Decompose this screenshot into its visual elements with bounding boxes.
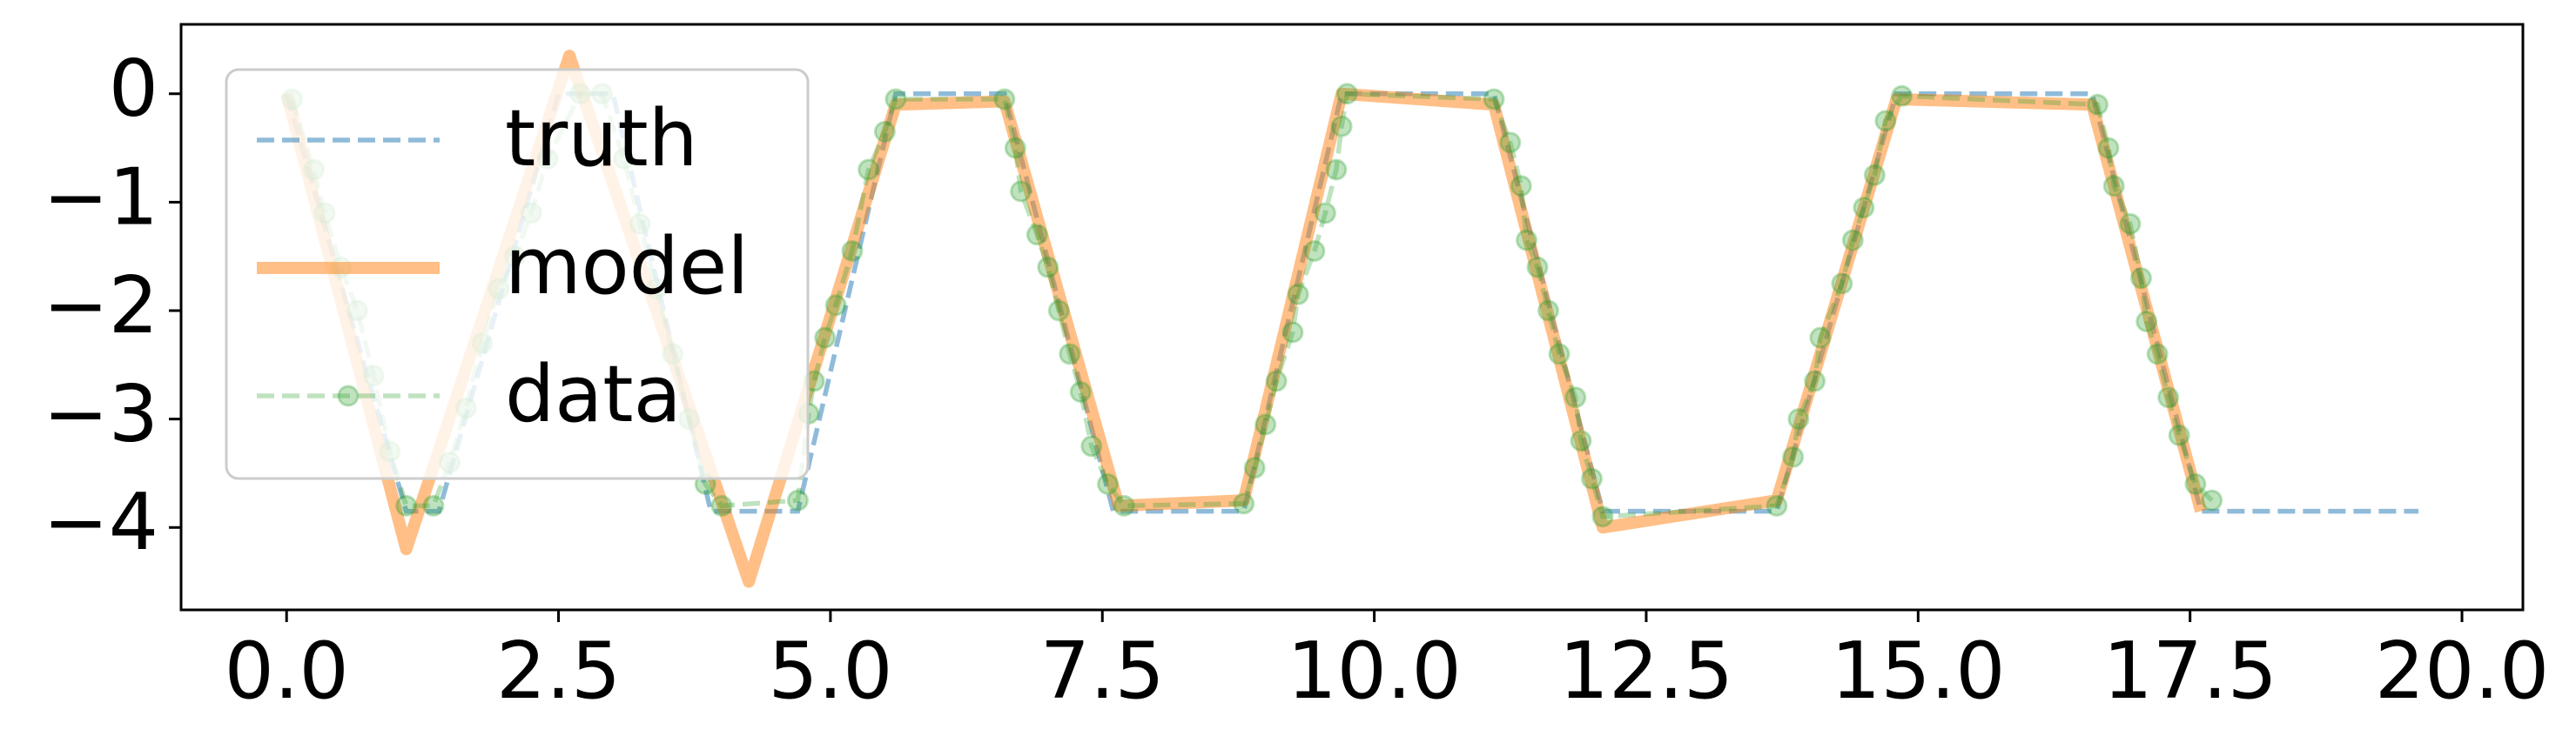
data-point <box>1325 158 1348 181</box>
data-point <box>1010 180 1032 203</box>
data-point <box>2157 386 2180 409</box>
data-point <box>1303 239 1326 262</box>
data-point <box>2135 310 2158 332</box>
x-tick-label: 0.0 <box>225 626 349 717</box>
legend-marker <box>337 385 360 407</box>
data-point <box>1026 224 1048 246</box>
data-point <box>824 294 847 317</box>
data-point <box>1831 272 1853 295</box>
data-point <box>1787 408 1810 431</box>
data-point <box>814 326 837 349</box>
data-point <box>395 494 418 517</box>
data-point <box>2146 343 2169 365</box>
data-point <box>710 494 733 517</box>
data-point <box>2168 424 2190 446</box>
x-tick-label: 17.5 <box>2102 626 2277 717</box>
data-point <box>1510 175 1532 197</box>
data-point <box>1766 494 1788 517</box>
data-point <box>1047 299 1070 322</box>
data-point <box>841 239 864 262</box>
data-point <box>1891 84 1914 107</box>
data-point <box>1037 256 1059 278</box>
data-point <box>884 88 907 110</box>
data-point <box>1080 435 1103 458</box>
data-point <box>873 120 896 143</box>
data-point <box>1265 370 1288 392</box>
data-point <box>1591 505 1614 528</box>
data-point <box>1570 430 1592 452</box>
data-point <box>786 489 809 512</box>
data-point <box>1281 321 1304 344</box>
data-point <box>1335 83 1358 105</box>
y-tick-label: −3 <box>43 369 158 460</box>
data-point <box>1526 256 1549 278</box>
data-point <box>1863 164 1886 186</box>
legend-label: data <box>505 349 682 440</box>
data-point <box>1853 197 1875 219</box>
data-point <box>1233 492 1255 515</box>
data-point <box>993 88 1016 110</box>
data-point <box>1069 380 1092 403</box>
data-point <box>2119 212 2142 235</box>
data-point <box>2184 472 2207 495</box>
data-point <box>1330 115 1353 137</box>
x-tick-label: 15.0 <box>1831 626 2005 717</box>
x-tick-label: 2.5 <box>496 626 621 717</box>
y-tick-label: −1 <box>43 151 158 243</box>
data-point <box>2201 489 2223 512</box>
plot-frame <box>179 23 2525 612</box>
data-point <box>1804 370 1826 392</box>
x-tick-label: 10.0 <box>1287 626 1461 717</box>
data-point <box>1004 137 1026 159</box>
data-point <box>1841 229 1864 251</box>
data-point <box>1516 229 1538 251</box>
data-point <box>1809 326 1832 349</box>
data-point <box>1537 299 1560 322</box>
y-tick-label: −2 <box>43 260 158 351</box>
legend-label: truth <box>505 93 698 184</box>
data-point <box>2086 93 2109 116</box>
data-point <box>1059 343 1081 365</box>
data-point <box>1243 457 1266 479</box>
data-point <box>1499 131 1522 154</box>
data-point <box>2097 137 2120 159</box>
y-tick-label: 0 <box>109 44 158 135</box>
data-point <box>1580 467 1603 490</box>
data-point <box>1548 343 1570 365</box>
data-point <box>1113 494 1135 517</box>
legend-label: model <box>505 221 749 312</box>
data-point <box>1287 283 1309 305</box>
x-tick-label: 20.0 <box>2375 626 2549 717</box>
data-point <box>1097 472 1120 495</box>
data-point <box>858 158 880 181</box>
legend: truth model data <box>225 68 810 480</box>
x-tick-label: 7.5 <box>1040 626 1165 717</box>
data-point <box>2129 267 2152 290</box>
data-point <box>422 494 445 517</box>
data-point <box>1874 110 1897 132</box>
data-point <box>1782 445 1805 468</box>
data-point <box>1314 202 1336 224</box>
data-point <box>1254 413 1277 436</box>
data-point <box>1564 386 1587 409</box>
x-tick-label: 12.5 <box>1559 626 1733 717</box>
data-point <box>1483 88 1505 110</box>
x-tick-label: 5.0 <box>768 626 892 717</box>
data-point <box>2102 175 2125 197</box>
legend-box <box>225 68 810 480</box>
y-tick-label: −4 <box>43 477 158 568</box>
